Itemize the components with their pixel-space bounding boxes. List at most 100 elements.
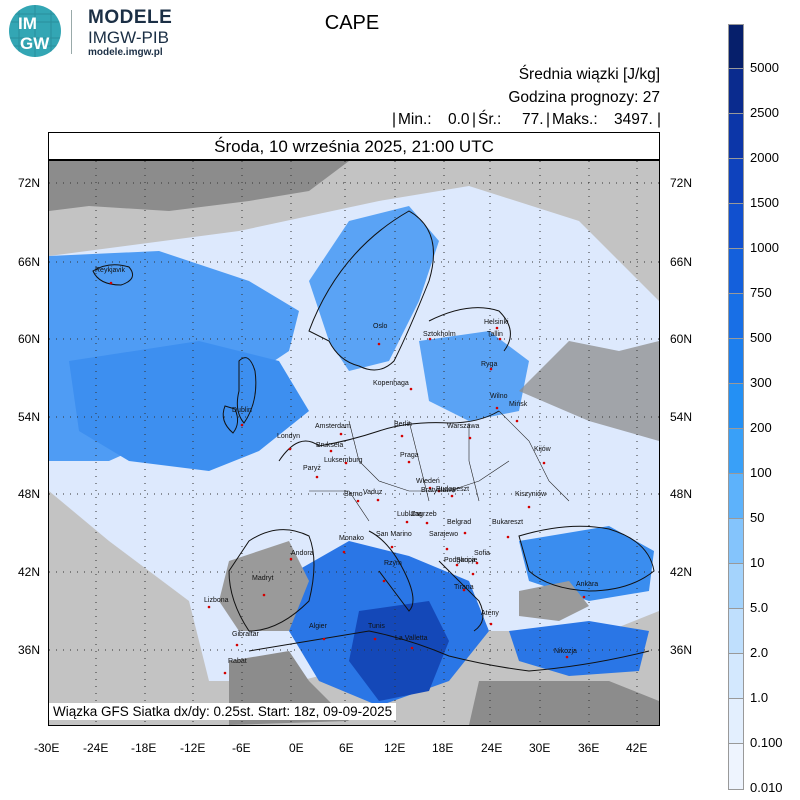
land-greenland [49, 161, 349, 211]
city-label: La Valletta [395, 635, 428, 642]
city-label: Mińsk [509, 401, 528, 408]
city-label: Wiedeń [416, 478, 440, 485]
colorbar-label: 1500 [750, 195, 779, 210]
lon-tick: 30E [529, 741, 551, 755]
colorbar-label: 0.010 [750, 780, 783, 795]
mean-value: 77. [522, 111, 544, 128]
city-label: Vaduz [363, 489, 383, 496]
city-label: Amsterdam [315, 423, 351, 430]
colorbar-swatch [728, 429, 744, 474]
city-label: Kiszyniów [515, 491, 547, 498]
lon-tick: -12E [180, 741, 206, 755]
valid-time-title: Środa, 10 września 2025, 21:00 UTC [48, 132, 660, 160]
colorbar-label: 2500 [750, 105, 779, 120]
city-label: Tallin [487, 331, 503, 338]
city-label: Monako [339, 535, 364, 542]
colorbar-swatch [728, 294, 744, 339]
lon-tick: -30E [34, 741, 60, 755]
cape-atlantic-core [69, 341, 309, 471]
min-value: 0.0 [448, 111, 470, 128]
lat-tick-right: 66N [670, 255, 693, 269]
brand-org: IMGW-PIB [88, 28, 169, 47]
brand-block: MODELE IMGW-PIB modele.imgw.pl [88, 7, 172, 59]
city-label: Praga [400, 452, 419, 459]
colorbar-label: 1.0 [750, 690, 769, 705]
mean-label: Śr.: [478, 111, 502, 128]
city-label: Reykjavik [95, 267, 125, 274]
imgw-logo: IM GW [4, 4, 64, 58]
colorbar-label: 5.0 [750, 600, 769, 615]
max-value: 3497. [614, 111, 653, 128]
cape-scandinavia-zone [309, 206, 439, 371]
colorbar-swatch [728, 744, 744, 790]
city-label: Belgrad [447, 519, 472, 526]
colorbar-label: 2000 [750, 150, 779, 165]
cape-blacksea-zone [519, 526, 654, 601]
lat-tick-left: 72N [18, 176, 41, 190]
logo-divider [71, 10, 72, 54]
city-label: Dublin [232, 407, 252, 414]
colorbar-swatch [728, 69, 744, 114]
forecast-hour: Godzina prognozy: 27 [508, 89, 660, 106]
model-footer: Wiązka GFS Siatka dx/dy: 0.25st. Start: … [49, 703, 397, 720]
colorbar-swatch [728, 249, 744, 294]
coastlines [92, 210, 655, 672]
min-label: Min.: [398, 111, 432, 128]
colorbar-label: 50 [750, 510, 765, 525]
city-label: Sarajewo [429, 531, 459, 538]
land-russia [519, 341, 659, 441]
colorbar-swatch [728, 654, 744, 699]
city-label: Warszawa [447, 423, 480, 430]
colorbar-label: 500 [750, 330, 772, 345]
colorbar-label: 1000 [750, 240, 779, 255]
lat-tick-right: 48N [670, 487, 693, 501]
city-label: Sofia [474, 550, 490, 557]
city-label: Rabat [228, 658, 247, 665]
colorbar-swatch [728, 474, 744, 519]
cape-baltic-zone [419, 331, 529, 421]
colorbar-swatch [728, 564, 744, 609]
city-label: Andora [291, 550, 314, 557]
colorbar [728, 24, 744, 790]
lat-tick-right: 36N [670, 643, 693, 657]
city-label: Luksemburg [324, 457, 363, 464]
lon-tick: -18E [131, 741, 157, 755]
colorbar-label: 5000 [750, 60, 779, 75]
city-label: Tirana [454, 584, 474, 591]
city-label: Kijów [534, 446, 551, 453]
lon-tick: 12E [384, 741, 406, 755]
colorbar-swatch [728, 204, 744, 249]
colorbar-label: 300 [750, 375, 772, 390]
colorbar-swatch [728, 384, 744, 429]
logo-text-top: IM [18, 14, 37, 33]
lat-tick-left: 48N [18, 487, 41, 501]
capital-markers [109, 281, 586, 675]
lon-tick: -6E [232, 741, 251, 755]
brand-site: modele.imgw.pl [88, 47, 163, 58]
land-iberia [219, 541, 309, 631]
colorbar-label: 10 [750, 555, 765, 570]
lat-tick-right: 72N [670, 176, 693, 190]
lat-tick-right: 54N [670, 410, 693, 424]
max-label: Maks.: [552, 111, 598, 128]
lon-tick: 0E [289, 741, 304, 755]
colorbar-swatch [728, 699, 744, 744]
city-label: Wilno [490, 393, 508, 400]
lon-tick: -24E [83, 741, 109, 755]
city-label: Berno [344, 491, 363, 498]
lat-tick-left: 36N [18, 643, 41, 657]
colorbar-swatch [728, 339, 744, 384]
city-label: Lizbona [204, 597, 229, 604]
city-label: Zagrzeb [411, 511, 437, 518]
colorbar-label: 750 [750, 285, 772, 300]
colorbar-swatch [728, 519, 744, 564]
lat-tick-left: 66N [18, 255, 41, 269]
colorbar-label: 100 [750, 465, 772, 480]
city-label: Podgorica [444, 557, 476, 564]
cape-levant-zone [509, 621, 649, 676]
land-anatolia [519, 581, 589, 621]
city-label: Bratysława [421, 487, 456, 494]
city-label: Helsinki [484, 319, 509, 326]
product-label: Średnia wiązki [J/kg] [518, 66, 660, 83]
city-label: Ateny [481, 610, 499, 617]
